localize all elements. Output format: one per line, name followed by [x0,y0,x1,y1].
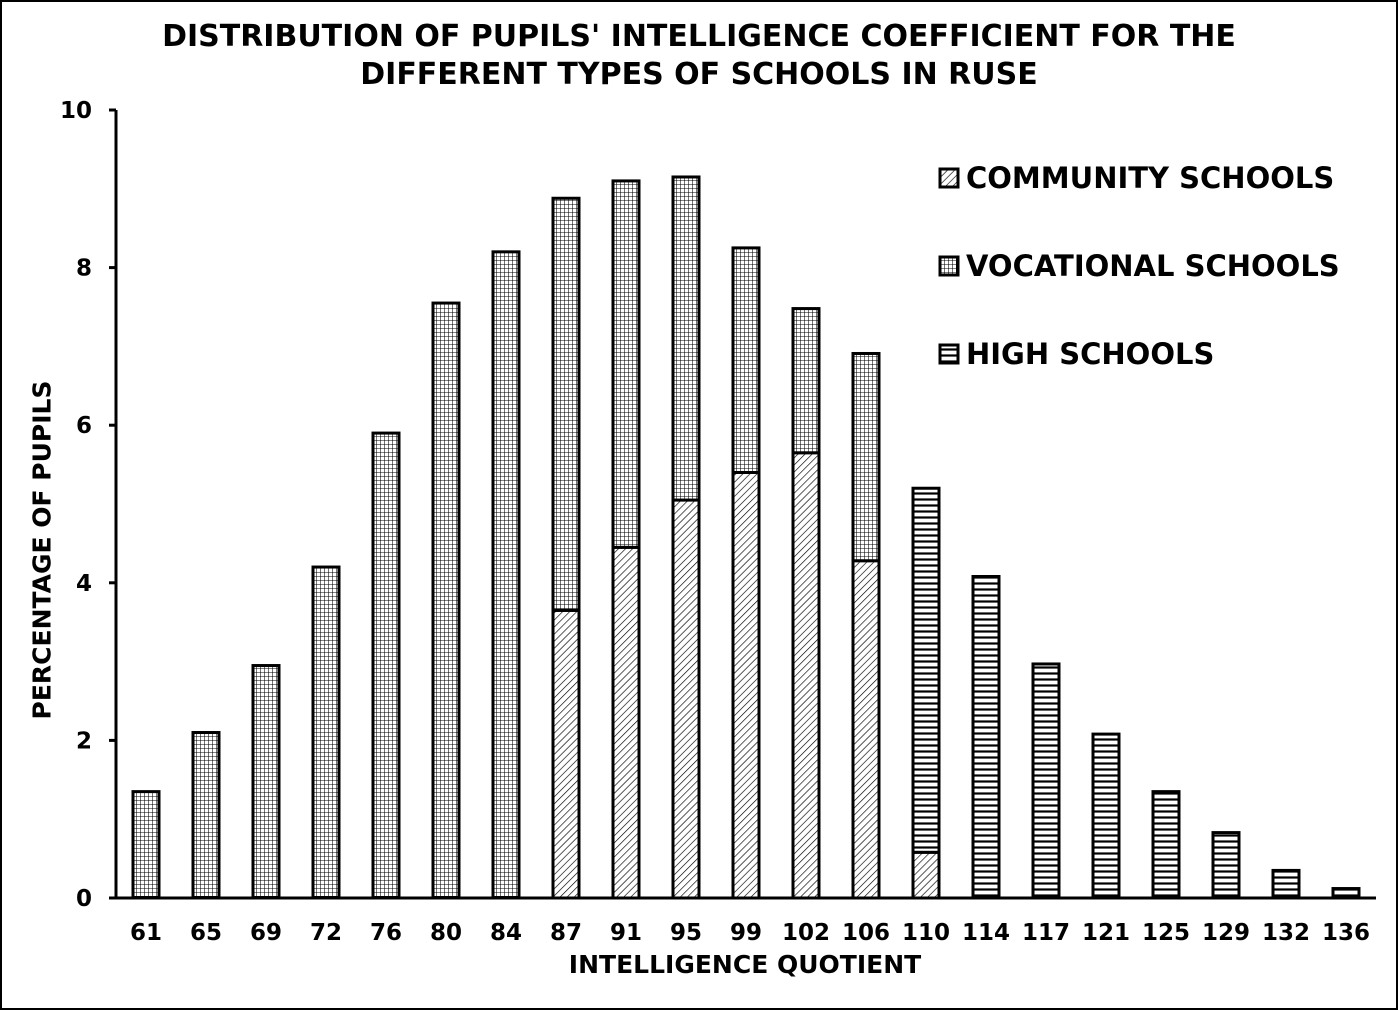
x-tick-label-61: 61 [130,920,162,946]
chart-title: DISTRIBUTION OF PUPILS' INTELLIGENCE COE… [0,18,1398,94]
x-tick-label-114: 114 [962,920,1010,946]
bar-community-schools-95 [671,498,701,900]
legend: COMMUNITY SCHOOLS VOCATIONAL SCHOOLS HIGH … [938,161,1340,371]
bar-vocational-schools-95 [671,175,701,502]
bar-community-schools-110 [911,850,941,900]
bar-vocational-schools-69 [251,664,281,900]
bar-vocational-schools-76 [371,431,401,900]
bar-vocational-schools-106 [851,351,881,563]
bar-community-schools-106 [851,559,881,900]
legend-label-vocational-schools: VOCATIONAL SCHOOLS [966,249,1340,283]
bar-vocational-schools-87 [551,196,581,612]
bars-layer [131,175,1361,900]
x-tick-label-80: 80 [430,920,462,946]
y-tick-label-0: 0 [76,886,92,912]
bar-vocational-schools-61 [131,790,161,900]
bar-high-schools-114 [971,574,1001,900]
bar-vocational-schools-99 [731,246,761,474]
axes-layer: 61 65 69 72 76 80 84 87 91 95 99 102 106 110 114 117 121… [60,98,1376,946]
y-tick-label-8: 8 [76,256,92,282]
x-tick-label-132: 132 [1262,920,1310,946]
bar-high-schools-117 [1031,662,1061,900]
x-tick-label-106: 106 [842,920,890,946]
x-tick-label-125: 125 [1142,920,1190,946]
bar-high-schools-132 [1271,868,1301,900]
chart-title-line-1: DISTRIBUTION OF PUPILS' INTELLIGENCE COE… [162,19,1236,54]
x-axis-label: INTELLIGENCE QUOTIENT [568,950,922,979]
x-tick-label-72: 72 [310,920,342,946]
x-tick-label-117: 117 [1022,920,1070,946]
bar-community-schools-99 [731,470,761,900]
legend-label-community-schools: COMMUNITY SCHOOLS [966,161,1334,195]
x-tick-label-87: 87 [550,920,582,946]
bar-high-schools-129 [1211,831,1241,900]
bar-high-schools-110 [911,486,941,854]
legend-swatch-high-schools [938,343,960,365]
bar-vocational-schools-91 [611,179,641,549]
y-tick-label-2: 2 [76,728,92,754]
bar-high-schools-125 [1151,790,1181,900]
bar-community-schools-91 [611,545,641,900]
legend-swatch-vocational-schools [938,255,960,277]
bar-community-schools-102 [791,451,821,900]
x-tick-label-84: 84 [490,920,522,946]
x-tick-label-65: 65 [190,920,222,946]
bar-vocational-schools-65 [191,731,221,900]
x-tick-label-136: 136 [1322,920,1370,946]
x-tick-label-121: 121 [1082,920,1130,946]
legend-swatch-community-schools [938,167,960,189]
x-tick-label-110: 110 [902,920,950,946]
bar-vocational-schools-102 [791,307,821,455]
x-tick-label-91: 91 [610,920,642,946]
y-tick-label-6: 6 [76,413,92,439]
x-tick-label-69: 69 [250,920,282,946]
chart-title-line-2: DIFFERENT TYPES OF SCHOOLS IN RUSE [360,57,1038,92]
bar-vocational-schools-80 [431,301,461,900]
bar-high-schools-121 [1091,732,1121,900]
x-tick-label-95: 95 [670,920,702,946]
x-tick-label-102: 102 [782,920,830,946]
y-tick-label-4: 4 [76,571,92,597]
x-tick-label-129: 129 [1202,920,1250,946]
x-tick-label-99: 99 [730,920,762,946]
legend-label-high-schools: HIGH SCHOOLS [966,337,1214,371]
x-tick-label-76: 76 [370,920,402,946]
bar-community-schools-87 [551,608,581,900]
bar-vocational-schools-72 [311,565,341,900]
y-tick-label-10: 10 [60,98,92,124]
bar-vocational-schools-84 [491,250,521,900]
